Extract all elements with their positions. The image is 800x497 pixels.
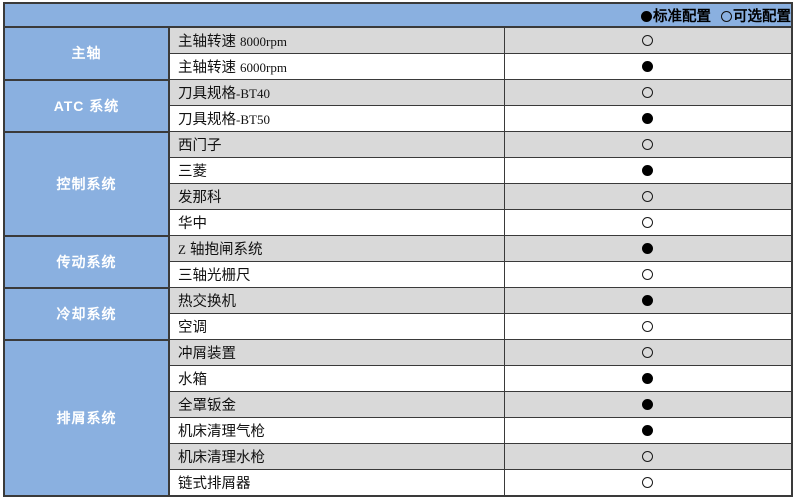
spec-item-cjk-text: 主轴转速 (178, 60, 241, 76)
spec-item-cell: 空调 (168, 313, 505, 340)
standard-config-marker-icon (642, 242, 654, 254)
optional-config-marker-icon (642, 346, 654, 358)
table-row: 冷却系统 热交换机 (3, 286, 794, 341)
spec-item-cell: 全罩钣金 (168, 391, 505, 418)
spec-item-cell: 刀具规格-BT40 (168, 79, 505, 106)
standard-config-marker-icon (642, 60, 654, 72)
config-mark-cell (503, 417, 794, 444)
table-row: 全罩钣金 (4, 391, 794, 418)
spec-item-latin-text: -BT40 (236, 86, 270, 101)
spec-item-cjk-text: 刀具规格 (178, 112, 236, 128)
spec-item-cell: 三轴光栅尺 (168, 261, 505, 288)
table-row: 刀具规格-BT50 (4, 105, 794, 132)
optional-config-marker-icon (642, 190, 654, 202)
optional-config-marker-icon (642, 268, 654, 280)
config-mark-cell (503, 79, 794, 106)
config-mark-cell (503, 443, 794, 470)
optional-config-label: 可选配置 (733, 8, 792, 25)
spec-item-cell: 热交换机 (168, 287, 505, 314)
legend-cell: 标准配置 可选配置 (2, 2, 794, 28)
table-row: 华中 (4, 209, 794, 236)
spec-item-cell: 机床清理水枪 (168, 443, 505, 470)
spec-item-cell: Z 轴抱闸系统 (168, 235, 505, 262)
table-row: 机床清理气枪 (4, 417, 794, 444)
config-mark-cell (503, 235, 794, 262)
optional-config-marker-icon (642, 216, 654, 228)
optional-config-marker-icon (642, 450, 654, 462)
group-label-cell: 主轴 (3, 26, 170, 81)
table-row: 主轴转速 6000rpm (4, 53, 794, 80)
config-mark-cell (503, 26, 794, 54)
config-mark-cell (503, 261, 794, 288)
spec-item-cell: 发那科 (168, 183, 505, 210)
group-label-cell: 传动系统 (3, 234, 170, 289)
table-row: 传动系统 Z 轴抱闸系统 (3, 234, 794, 289)
optional-config-marker-icon (642, 34, 654, 46)
spec-item-cell: 冲屑装置 (168, 339, 505, 366)
standard-config-marker-icon (642, 372, 654, 384)
group-label-cell: 排屑系统 (3, 338, 170, 497)
spec-item-cjk-text: 主轴转速 (178, 34, 241, 50)
table-row: 控制系统 西门子 (3, 130, 794, 237)
config-mark-cell (503, 105, 794, 132)
table-row: ATC 系统 刀具规格-BT40 (3, 78, 794, 133)
standard-config-marker-icon (642, 294, 654, 306)
table-row: 主轴 主轴转速 8000rpm (3, 26, 794, 81)
standard-config-label: 标准配置 (653, 8, 712, 25)
table-row: 三菱 (4, 157, 794, 184)
spec-item-latin-text: 6000rpm (240, 60, 287, 75)
config-mark-cell (503, 209, 794, 236)
spec-item-cell: 主轴转速 6000rpm (168, 53, 505, 80)
table-row: 三轴光栅尺 (4, 261, 794, 288)
spec-item-cell: 三菱 (168, 157, 505, 184)
standard-config-marker-icon (642, 164, 654, 176)
config-mark-cell (503, 131, 794, 158)
config-mark-cell (503, 287, 794, 314)
legend-header-row: 标准配置 可选配置 (2, 2, 794, 28)
config-mark-cell (503, 157, 794, 184)
spec-item-latin-text: Z (178, 242, 186, 257)
config-mark-cell (503, 365, 794, 392)
config-mark-cell (503, 391, 794, 418)
optional-config-marker-icon (642, 320, 654, 332)
spec-item-cell: 机床清理气枪 (168, 417, 505, 444)
standard-config-dot-icon (641, 10, 653, 22)
spec-item-cell: 华中 (168, 209, 505, 236)
spec-item-cjk-text: 刀具规格 (178, 86, 236, 102)
standard-config-marker-icon (642, 398, 654, 410)
group-label-cell: ATC 系统 (3, 78, 170, 133)
config-mark-cell (503, 313, 794, 340)
standard-config-marker-icon (642, 424, 654, 436)
standard-config-marker-icon (642, 112, 654, 124)
spec-item-cell: 主轴转速 8000rpm (168, 26, 505, 54)
spec-item-cell: 链式排屑器 (168, 469, 505, 497)
group-label-cell: 冷却系统 (3, 286, 170, 341)
config-mark-cell (503, 183, 794, 210)
spec-item-cell: 西门子 (168, 131, 505, 158)
optional-config-marker-icon (642, 476, 654, 488)
table-row: 排屑系统 冲屑装置 (3, 338, 794, 497)
config-mark-cell (503, 469, 794, 497)
config-mark-cell (503, 53, 794, 80)
config-mark-cell (503, 339, 794, 366)
group-label-cell: 控制系统 (3, 130, 170, 237)
spec-item-cell: 水箱 (168, 365, 505, 392)
optional-config-dot-icon (721, 10, 733, 22)
table-row: 机床清理水枪 (4, 443, 794, 470)
spec-item-cjk-text: 轴抱闸系统 (185, 242, 263, 258)
optional-config-marker-icon (642, 86, 654, 98)
spec-item-latin-text: 8000rpm (240, 34, 287, 49)
spec-item-cell: 刀具规格-BT50 (168, 105, 505, 132)
optional-config-marker-icon (642, 138, 654, 150)
spec-item-latin-text: -BT50 (236, 112, 270, 127)
